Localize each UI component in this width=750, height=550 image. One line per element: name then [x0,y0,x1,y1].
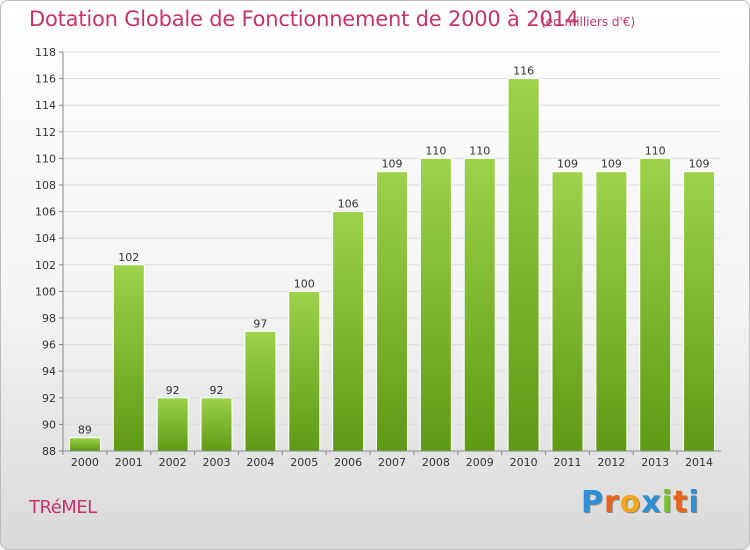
logo-letter: i [661,485,674,520]
bar-2000 [68,437,101,452]
y-tick-label: 102 [35,259,56,272]
bar-2012 [595,171,628,452]
y-tick-label: 90 [42,418,56,431]
value-label-2001: 102 [118,251,139,264]
chart-title: Dotation Globale de Fonctionnement de 20… [29,7,579,31]
value-label-2003: 92 [210,384,224,397]
value-label-2009: 110 [469,144,490,157]
y-tick-label: 112 [35,126,56,139]
x-tick-label-2009: 2009 [466,456,494,469]
y-tick-label: 88 [42,445,56,458]
bar-2006 [332,211,365,452]
bar-2014 [683,171,716,452]
bars: 89 102 92 92 97 100 106 109 110 110 116 109 109 110 10… [68,65,716,452]
logo-letter: x [641,485,662,520]
y-tick-label: 106 [35,206,56,219]
y-tick-label: 94 [42,365,56,378]
value-label-2006: 106 [338,198,359,211]
bar-2008 [419,157,452,452]
value-label-2008: 110 [425,144,446,157]
bar-2013 [639,157,672,452]
bar-2007 [376,171,408,452]
value-label-2013: 110 [645,144,666,157]
y-tick-label: 104 [35,232,56,245]
value-label-2004: 97 [253,317,267,330]
value-label-2002: 92 [166,384,180,397]
y-tick-label: 116 [35,73,56,86]
y-tick-label: 118 [35,46,56,59]
value-label-2005: 100 [294,277,315,290]
bar-2009 [463,157,496,452]
value-label-2000: 89 [78,424,92,437]
x-tick-label-2008: 2008 [422,456,450,469]
value-label-2010: 116 [513,65,534,78]
x-tick-label-2001: 2001 [115,456,143,469]
y-tick-label: 98 [42,312,56,325]
x-axis: 2000 2001 2002 2003 2004 2005 2006 2007 2008 2009… [62,450,721,469]
proxiti-logo[interactable]: Proxiti [581,485,700,520]
bar-2005 [288,290,321,452]
bar-2003 [200,397,233,452]
y-tick-label: 92 [42,392,56,405]
commune-name: TRéMEL [29,497,97,518]
y-tick-label: 114 [35,99,56,112]
value-label-2007: 109 [382,158,403,171]
x-tick-label-2005: 2005 [290,456,318,469]
x-tick-label-2011: 2011 [553,456,581,469]
x-tick-label-2010: 2010 [510,456,538,469]
y-tick-label: 110 [35,152,56,165]
x-tick-label-2006: 2006 [334,456,362,469]
x-tick-label-2000: 2000 [71,456,99,469]
x-tick-label-2003: 2003 [203,456,231,469]
value-label-2012: 109 [601,158,622,171]
logo-letter: P [581,485,604,520]
bar-2010 [507,78,540,452]
x-tick-label-2012: 2012 [597,456,625,469]
logo-letter: i [688,485,700,520]
logo-letter: r [604,485,620,520]
x-tick-label-2007: 2007 [378,456,406,469]
x-tick-label-2004: 2004 [246,456,274,469]
bar-2002 [156,397,189,452]
bar-2001 [112,264,145,452]
bar-2004 [244,330,277,452]
value-label-2014: 109 [689,158,710,171]
value-label-2011: 109 [557,158,578,171]
y-axis: 88 90 92 94 96 98 100 102 104 106 108 110 112 114 116 1… [35,46,64,458]
logo-letter: o [619,485,642,520]
unit-label: (en milliers d'€) [541,15,636,29]
bar-2011 [551,171,584,452]
y-tick-label: 100 [35,285,56,298]
y-tick-label: 108 [35,179,56,192]
logo-letter: t [673,485,689,520]
y-tick-label: 96 [42,339,56,352]
x-tick-label-2002: 2002 [159,456,187,469]
x-tick-label-2014: 2014 [685,456,713,469]
x-tick-label-2013: 2013 [641,456,669,469]
